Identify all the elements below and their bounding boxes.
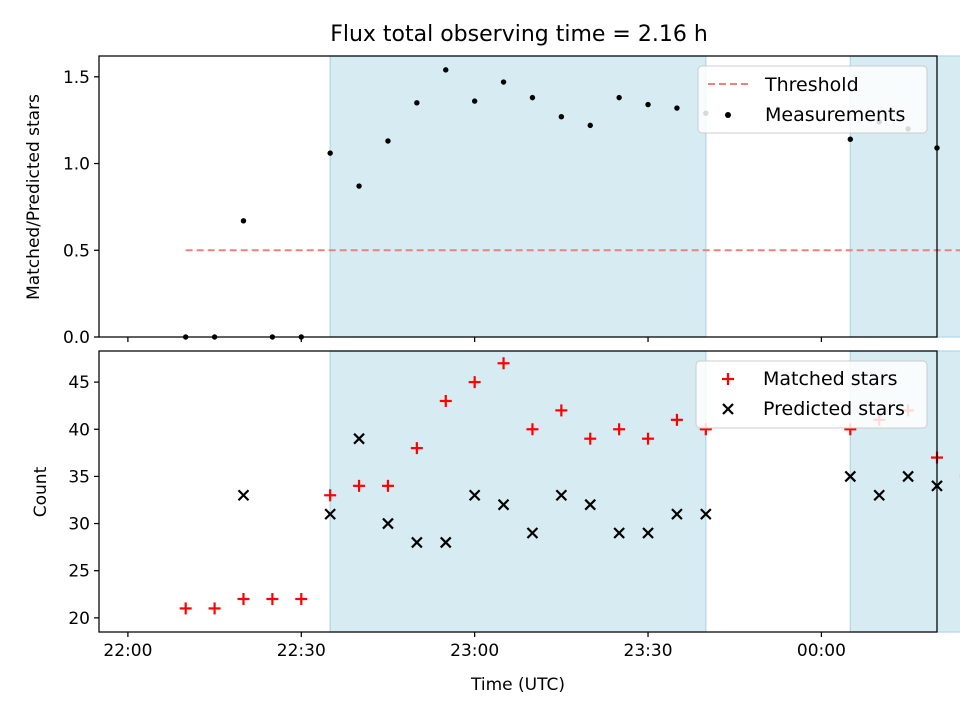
measurement-point — [327, 150, 333, 156]
observing-band-1 — [329, 350, 707, 633]
x-tick-label: 23:00 — [450, 641, 499, 661]
measurement-point — [385, 138, 391, 144]
matched-star-point — [410, 442, 423, 455]
measurement-point — [500, 79, 507, 85]
measurement-point — [240, 218, 247, 224]
matched-star-point — [324, 489, 337, 502]
legend-measurements-label: Measurements — [765, 104, 905, 126]
predicted-star-point — [671, 508, 683, 520]
legend-threshold-label: Threshold — [764, 74, 859, 96]
measurement-point — [847, 136, 854, 142]
matched-star-point — [381, 479, 394, 492]
counts-series — [179, 357, 960, 615]
matched-star-point — [468, 376, 481, 389]
matched-star-point — [237, 592, 250, 605]
measurement-point — [674, 105, 680, 111]
flux-ratio-legend: Threshold Measurements — [697, 65, 928, 134]
predicted-star-point — [237, 489, 250, 502]
x-tick-label: 22:00 — [103, 641, 152, 661]
matched-star-point — [208, 602, 221, 615]
y-tick-label: 0.5 — [63, 241, 90, 261]
y-tick-label: 45 — [68, 373, 90, 393]
matched-star-point — [266, 592, 279, 605]
measurement-point — [443, 67, 449, 73]
predicted-star-point — [700, 508, 712, 520]
counts-legend-box — [695, 360, 928, 429]
counts-axes-frame — [98, 350, 938, 633]
observing-bands — [329, 55, 960, 338]
predicted-star-point — [382, 517, 394, 530]
predicted-star-point — [873, 489, 885, 502]
predicted-star-point — [844, 470, 857, 483]
observing-band-1 — [329, 55, 707, 338]
chart-title: Flux total observing time = 2.16 h — [330, 22, 708, 47]
predicted-star-point — [902, 470, 914, 483]
matched-star-point — [670, 413, 683, 426]
flux-ratio-x-ticks — [127, 337, 823, 342]
y-tick-label: 20 — [68, 609, 90, 629]
predicted-star-point — [497, 498, 510, 511]
y-tick-label: 40 — [68, 420, 90, 440]
y-tick-label: 25 — [68, 562, 90, 582]
x-tick-label: 22:30 — [277, 641, 326, 661]
y-tick-label: 1.5 — [63, 68, 90, 88]
predicted-star-point — [526, 527, 539, 539]
x-tick-label: 00:00 — [797, 641, 846, 661]
predicted-star-point — [584, 498, 597, 511]
flux-ratio-axes-frame — [98, 55, 938, 338]
matched-star-point — [526, 423, 539, 436]
flux-ratio-panel: 0.0 0.5 1.0 1.5 Matched/Predicted stars Thr… — [24, 55, 960, 348]
y-tick-label: 0.0 — [63, 328, 90, 348]
matched-star-point — [555, 404, 568, 417]
counts-legend: Matched stars Predicted stars — [695, 360, 928, 429]
matched-star-point — [584, 432, 597, 445]
measurement-point — [471, 98, 478, 104]
measurement-point — [587, 122, 593, 129]
counts-x-ticks: 22:0022:3023:0023:3000:0000:3001:0001:30… — [103, 632, 846, 661]
predicted-star-point — [642, 527, 654, 539]
x-axis-label: Time (UTC) — [470, 675, 565, 695]
y-tick-label: 35 — [68, 467, 90, 487]
legend-matched-swatch — [722, 373, 734, 385]
legend-predicted-swatch — [722, 403, 734, 415]
flux-ratio-y-axis-label: Matched/Predicted stars — [24, 94, 44, 300]
matched-star-point — [353, 479, 366, 492]
measurement-point — [645, 101, 651, 108]
flux-ratio-y-ticks: 0.0 0.5 1.0 1.5 — [63, 68, 99, 348]
measurement-point — [616, 94, 622, 101]
matched-star-point — [613, 423, 626, 436]
predicted-star-point — [324, 508, 336, 520]
counts-y-axis-label: Count — [31, 466, 51, 517]
matched-star-point — [295, 592, 308, 605]
predicted-star-point — [439, 536, 452, 549]
matched-star-point — [439, 394, 452, 407]
matched-star-point — [642, 432, 655, 445]
legend-matched-label: Matched stars — [763, 368, 897, 390]
observing-bands — [329, 350, 960, 633]
measurement-point — [356, 183, 362, 189]
predicted-star-point — [468, 489, 481, 502]
y-tick-label: 1.0 — [63, 155, 90, 175]
matched-star-point — [179, 602, 192, 615]
counts-panel: 22:0022:3023:0023:3000:0000:3001:0001:30… — [31, 350, 960, 695]
measurement-point — [558, 114, 565, 120]
measurement-point — [529, 94, 536, 101]
predicted-star-point — [411, 536, 423, 549]
matched-star-point — [497, 357, 510, 370]
measurement-point — [414, 100, 420, 106]
y-tick-label: 30 — [68, 515, 90, 535]
legend-predicted-label: Predicted stars — [763, 398, 905, 420]
x-tick-label: 23:30 — [624, 641, 673, 661]
predicted-star-point — [613, 527, 625, 539]
predicted-star-point — [555, 489, 568, 502]
flux-ratio-legend-box — [697, 65, 928, 134]
predicted-star-point — [353, 432, 365, 445]
counts-y-ticks: 20 25 30 35 40 45 — [68, 373, 99, 629]
legend-measurements-swatch — [725, 112, 731, 118]
